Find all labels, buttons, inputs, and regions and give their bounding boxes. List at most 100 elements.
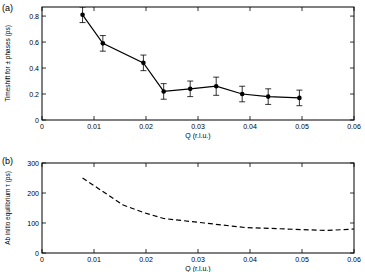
- error-cap: [140, 70, 146, 71]
- y-tick: [42, 193, 46, 194]
- figure: (a)00.010.020.030.040.050.0600.20.40.60.…: [0, 0, 365, 272]
- x-tick: [198, 116, 199, 120]
- x-tick: [302, 116, 303, 120]
- x-tick-label: 0: [40, 256, 44, 263]
- y-tick: [350, 193, 354, 194]
- x-tick: [146, 249, 147, 253]
- x-tick-label: 0.01: [87, 123, 101, 130]
- x-tick-label: 0: [40, 123, 44, 130]
- y-axis-label: Ab initio equilibrium τ (ps): [4, 171, 12, 245]
- x-tick: [42, 249, 43, 253]
- x-tick: [42, 116, 43, 120]
- x-tick: [250, 249, 251, 253]
- error-cap: [239, 86, 245, 87]
- x-tick: [302, 7, 303, 11]
- panel-label: (b): [2, 156, 13, 166]
- marker: [240, 92, 245, 97]
- x-tick-label: 0.04: [243, 256, 257, 263]
- error-cap: [296, 90, 302, 91]
- error-cap: [213, 95, 219, 96]
- x-tick: [94, 163, 95, 167]
- x-tick: [250, 7, 251, 11]
- error-cap: [187, 96, 193, 97]
- y-tick: [42, 120, 46, 121]
- x-tick: [198, 249, 199, 253]
- x-tick: [42, 7, 43, 11]
- y-tick-label: 300: [27, 160, 39, 167]
- y-tick: [42, 94, 46, 95]
- y-tick: [42, 68, 46, 69]
- y-tick: [350, 94, 354, 95]
- x-tick: [354, 7, 355, 11]
- error-cap: [239, 101, 245, 102]
- panel: (b)00.010.020.030.040.050.060100200300Q …: [2, 156, 361, 272]
- error-bar: [80, 7, 86, 23]
- x-tick: [94, 7, 95, 11]
- error-bar: [140, 55, 146, 71]
- y-tick-label: 0.6: [29, 39, 39, 46]
- marker: [266, 94, 271, 99]
- x-tick: [250, 163, 251, 167]
- x-tick: [146, 7, 147, 11]
- x-tick-label: 0.01: [87, 256, 101, 263]
- error-bar: [239, 86, 245, 102]
- plot-frame: [42, 163, 354, 253]
- x-tick-label: 0.06: [347, 256, 361, 263]
- y-tick: [42, 42, 46, 43]
- error-bar: [100, 36, 106, 52]
- x-tick: [198, 7, 199, 11]
- error-cap: [100, 35, 106, 36]
- marker: [101, 41, 106, 46]
- y-tick-label: 200: [27, 190, 39, 197]
- data-group: [83, 178, 354, 231]
- y-tick: [42, 163, 46, 164]
- series-line: [83, 178, 354, 231]
- x-tick: [42, 163, 43, 167]
- error-bar: [265, 89, 271, 105]
- y-tick: [42, 16, 46, 17]
- y-tick-label: 0: [35, 117, 39, 124]
- error-cap: [187, 81, 193, 82]
- x-tick-label: 0.02: [139, 256, 153, 263]
- marker: [297, 96, 302, 101]
- marker: [80, 12, 85, 17]
- y-tick-label: 0: [35, 250, 39, 257]
- x-tick-label: 0.05: [295, 123, 309, 130]
- panel: (a)00.010.020.030.040.050.0600.20.40.60.…: [2, 3, 361, 140]
- y-tick: [350, 223, 354, 224]
- x-tick: [302, 163, 303, 167]
- y-tick: [42, 223, 46, 224]
- x-tick-label: 0.06: [347, 123, 361, 130]
- error-cap: [161, 99, 167, 100]
- error-bar: [213, 77, 219, 95]
- x-tick-label: 0.03: [191, 256, 205, 263]
- y-tick: [42, 253, 46, 254]
- y-axis-label: Timeshift for ± phases (ps): [4, 25, 12, 102]
- error-cap: [265, 88, 271, 89]
- marker: [161, 89, 166, 94]
- x-tick-label: 0.04: [243, 123, 257, 130]
- error-bar: [296, 90, 302, 106]
- data-group: [80, 7, 303, 106]
- x-tick-label: 0.02: [139, 123, 153, 130]
- error-cap: [80, 7, 86, 8]
- error-cap: [213, 77, 219, 78]
- y-tick: [350, 16, 354, 17]
- plot-frame: [42, 7, 354, 120]
- y-tick-label: 0.8: [29, 13, 39, 20]
- error-cap: [80, 22, 86, 23]
- error-cap: [161, 83, 167, 84]
- x-tick: [354, 163, 355, 167]
- marker: [188, 87, 193, 92]
- error-cap: [296, 105, 302, 106]
- error-cap: [265, 104, 271, 105]
- y-tick: [350, 163, 354, 164]
- y-tick: [350, 68, 354, 69]
- x-axis-label: Q (r.l.u.): [185, 265, 210, 272]
- x-tick: [302, 249, 303, 253]
- x-tick: [354, 116, 355, 120]
- marker: [141, 61, 146, 66]
- y-tick-label: 0.2: [29, 91, 39, 98]
- x-tick: [146, 116, 147, 120]
- y-tick-label: 0.4: [29, 65, 39, 72]
